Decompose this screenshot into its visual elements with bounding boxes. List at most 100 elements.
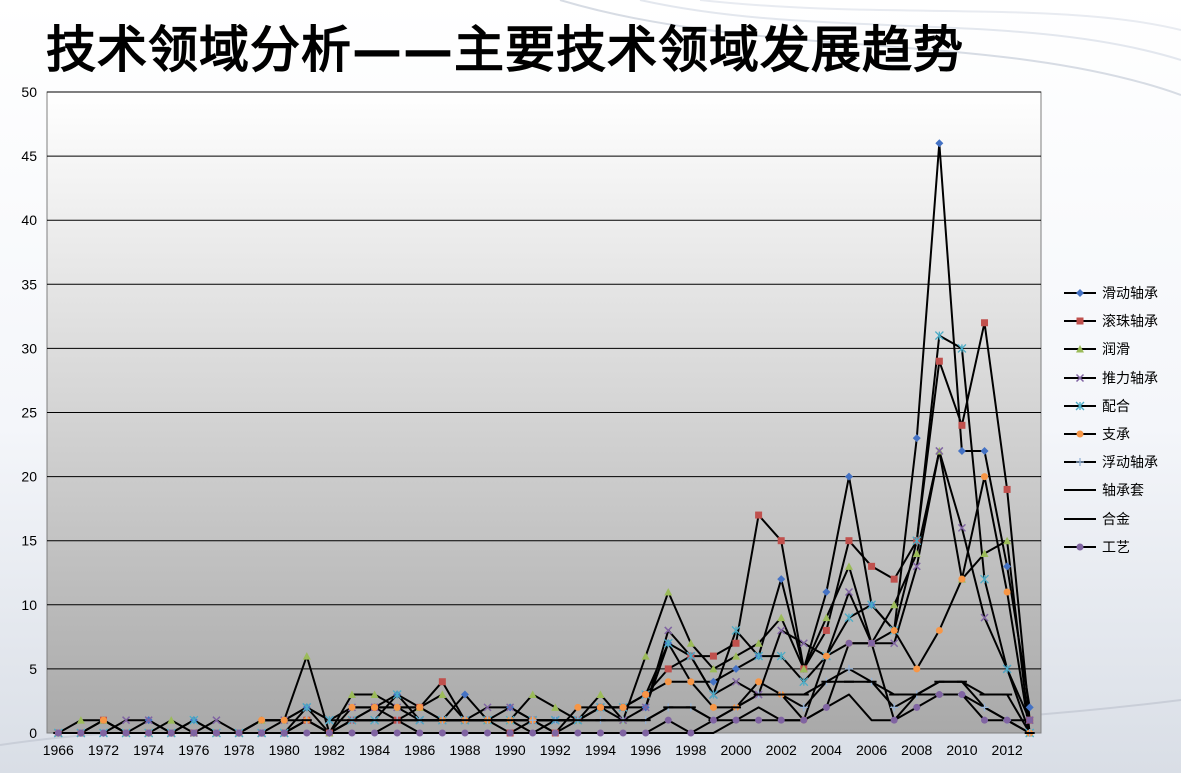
- legend-key: [1064, 430, 1096, 438]
- legend-label: 润滑: [1102, 342, 1130, 359]
- x-tick-label: 2006: [856, 742, 887, 758]
- data-point: [732, 652, 741, 660]
- y-tick-label: 30: [21, 340, 37, 356]
- legend-label: 轴承套: [1102, 483, 1144, 500]
- data-point: [54, 729, 62, 737]
- data-point: [642, 691, 650, 699]
- x-tick-label: 1966: [43, 742, 74, 758]
- data-point: [280, 716, 288, 724]
- legend-key: [1064, 458, 1096, 467]
- data-point: [845, 639, 853, 647]
- data-point: [506, 729, 514, 737]
- y-tick-label: 45: [21, 148, 37, 164]
- data-point: [687, 678, 695, 686]
- data-point: [122, 729, 130, 737]
- data-point: [935, 691, 943, 699]
- data-point: [642, 729, 650, 737]
- data-point: [528, 716, 537, 725]
- data-point: [596, 690, 605, 699]
- data-point: [980, 574, 989, 584]
- data-point: [799, 664, 808, 673]
- data-point: [438, 690, 447, 699]
- legend-item: 滑动轴承: [1062, 279, 1177, 307]
- data-point: [890, 639, 899, 648]
- data-point: [709, 677, 718, 686]
- data-point: [981, 473, 989, 481]
- data-point: [731, 625, 741, 635]
- data-point: [912, 562, 921, 571]
- data-point: [371, 729, 379, 737]
- data-point: [890, 716, 898, 724]
- x-tick-label: 1972: [88, 742, 119, 758]
- x-tick-label: 2004: [811, 742, 842, 758]
- data-point: [777, 537, 785, 545]
- legend-label: 支承: [1102, 427, 1130, 444]
- data-point: [777, 626, 786, 635]
- legend-item: 滚珠轴承: [1062, 307, 1177, 335]
- data-point: [212, 716, 221, 725]
- y-tick-label: 15: [21, 533, 37, 549]
- data-point: [393, 729, 401, 737]
- data-point: [708, 690, 718, 699]
- data-point: [392, 690, 402, 699]
- data-point: [641, 703, 650, 712]
- legend-key: [1064, 289, 1096, 298]
- legend-label: 配合: [1102, 398, 1130, 415]
- data-point: [574, 703, 582, 711]
- data-point: [777, 716, 785, 724]
- data-point: [1003, 485, 1011, 493]
- data-point: [957, 523, 966, 532]
- data-point: [416, 703, 424, 711]
- legend-item: 轴承套: [1062, 476, 1177, 504]
- y-tick-label: 20: [21, 469, 37, 485]
- data-point: [1003, 588, 1011, 596]
- x-tick-label: 2012: [992, 742, 1023, 758]
- data-point: [551, 703, 560, 711]
- data-point: [754, 639, 763, 647]
- data-point: [167, 716, 176, 724]
- data-point: [122, 716, 131, 725]
- data-point: [663, 638, 673, 648]
- data-point: [551, 729, 559, 737]
- data-point: [619, 729, 627, 737]
- legend-label: 浮动轴承: [1102, 455, 1158, 472]
- data-point: [890, 575, 898, 583]
- data-point: [890, 626, 898, 634]
- y-tick-label: 5: [29, 661, 37, 677]
- legend-label: 滚珠轴承: [1102, 314, 1158, 331]
- data-point: [686, 639, 695, 647]
- data-point: [912, 536, 922, 546]
- data-point: [438, 729, 446, 737]
- x-tick-label: 1996: [630, 742, 661, 758]
- data-point: [484, 729, 492, 737]
- x-tick-label: 1976: [178, 742, 209, 758]
- data-point: [913, 703, 921, 711]
- data-point: [190, 729, 198, 737]
- x-tick-label: 1988: [449, 742, 480, 758]
- data-point: [189, 715, 199, 725]
- data-point: [280, 729, 288, 737]
- legend-item: 润滑: [1062, 335, 1177, 363]
- data-point: [776, 651, 786, 661]
- data-point: [77, 729, 85, 737]
- data-point: [981, 716, 989, 724]
- data-point: [167, 729, 175, 737]
- data-point: [981, 319, 989, 327]
- legend-label: 工艺: [1102, 539, 1130, 556]
- data-point: [664, 587, 673, 596]
- data-point: [709, 652, 717, 660]
- data-point: [687, 729, 695, 737]
- data-point: [686, 651, 696, 661]
- data-point: [957, 446, 966, 455]
- legend-item: 浮动轴承: [1062, 448, 1177, 476]
- data-point: [935, 626, 943, 634]
- data-point: [777, 575, 786, 584]
- x-tick-label: 1986: [404, 742, 435, 758]
- x-tick-label: 2000: [720, 742, 751, 758]
- data-point: [528, 690, 537, 699]
- data-point: [935, 139, 944, 148]
- data-point: [324, 715, 334, 725]
- data-point: [709, 664, 718, 673]
- data-point: [844, 587, 854, 597]
- data-point: [619, 703, 627, 711]
